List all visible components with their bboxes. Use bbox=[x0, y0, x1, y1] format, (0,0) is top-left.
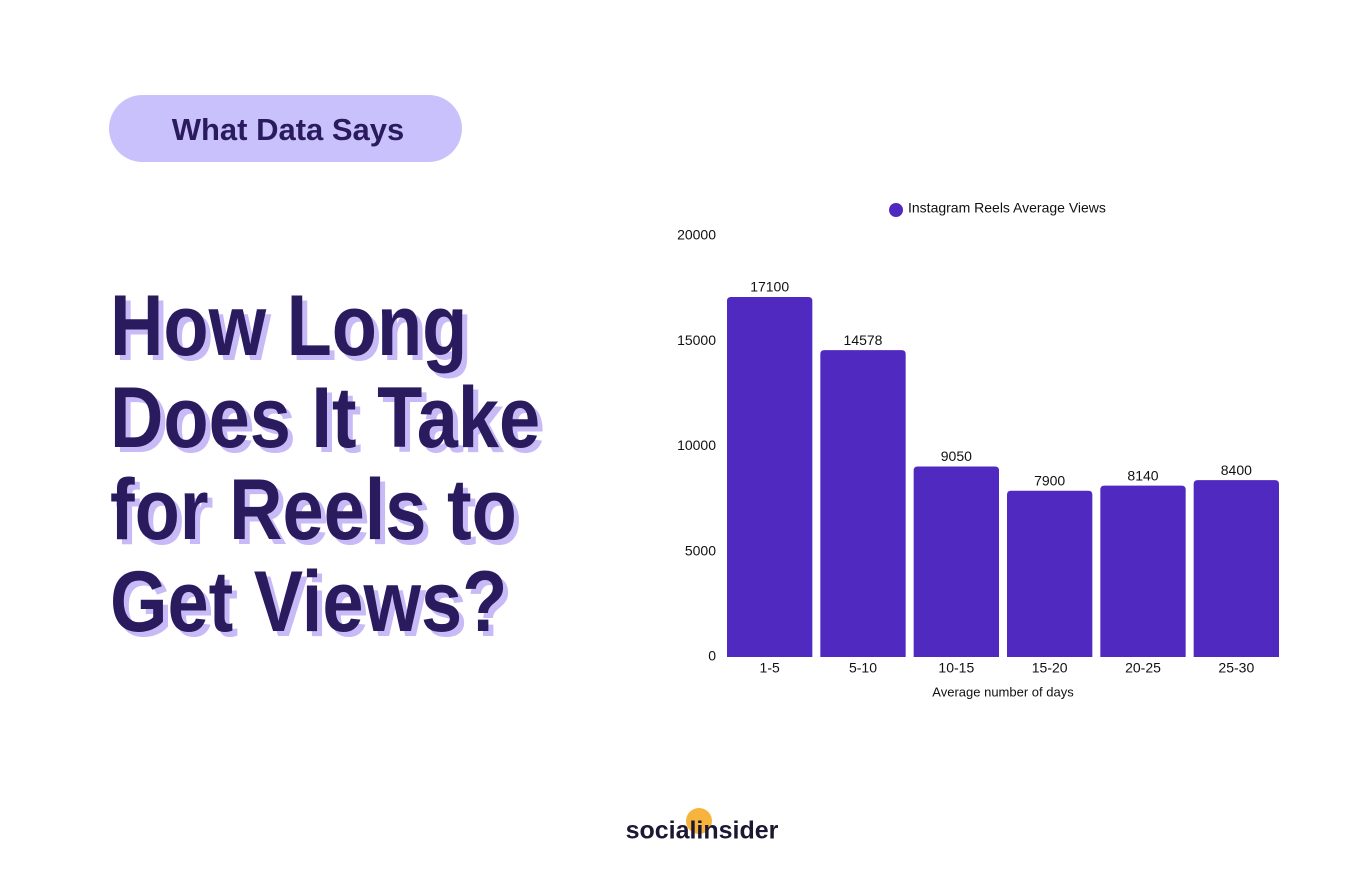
y-tick-label: 20000 bbox=[677, 227, 716, 243]
bar bbox=[820, 350, 906, 657]
bar bbox=[727, 297, 813, 657]
x-tick-label: 25-30 bbox=[1218, 660, 1254, 676]
headline-line: How Long bbox=[110, 277, 467, 374]
headline-shadow: Does It Take bbox=[115, 374, 545, 471]
headline-shadow: How Long bbox=[115, 282, 472, 379]
y-tick-label: 10000 bbox=[677, 437, 716, 453]
value-label: 8400 bbox=[1221, 462, 1252, 478]
logo: socialinsider bbox=[626, 817, 779, 845]
legend-marker bbox=[889, 203, 903, 217]
value-label: 8140 bbox=[1127, 467, 1158, 483]
badge: What Data Says bbox=[172, 112, 405, 147]
logo-dot bbox=[686, 808, 712, 834]
headline-shadow: for Reels to bbox=[115, 466, 522, 563]
bar bbox=[1007, 490, 1093, 657]
y-tick-label: 0 bbox=[708, 648, 716, 664]
bar bbox=[913, 466, 999, 657]
value-label: 7900 bbox=[1034, 472, 1065, 488]
y-tick-label: 5000 bbox=[685, 542, 716, 558]
value-label: 9050 bbox=[941, 448, 972, 464]
legend-label: Instagram Reels Average Views bbox=[908, 200, 1106, 216]
bar bbox=[1100, 485, 1186, 657]
x-tick-label: 5-10 bbox=[849, 660, 877, 676]
x-tick-label: 1-5 bbox=[760, 660, 780, 676]
value-label: 14578 bbox=[844, 332, 883, 348]
bar bbox=[1193, 480, 1279, 657]
value-label: 17100 bbox=[750, 279, 789, 295]
chart: 0 5000 10000 15000 20000 Instagram Reels Aver… bbox=[677, 200, 1279, 699]
headline-shadow: Get Views? bbox=[115, 558, 512, 655]
headline-line: Does It Take bbox=[110, 369, 540, 466]
x-tick-label: 10-15 bbox=[938, 660, 974, 676]
y-tick-label: 15000 bbox=[677, 332, 716, 348]
x-tick-label: 20-25 bbox=[1125, 660, 1161, 676]
x-tick-label: 15-20 bbox=[1032, 660, 1068, 676]
x-axis-title: Average number of days bbox=[932, 684, 1074, 699]
headline-line: for Reels to bbox=[110, 461, 517, 558]
badge-bg bbox=[109, 95, 462, 162]
headline-line: Get Views? bbox=[110, 553, 507, 650]
